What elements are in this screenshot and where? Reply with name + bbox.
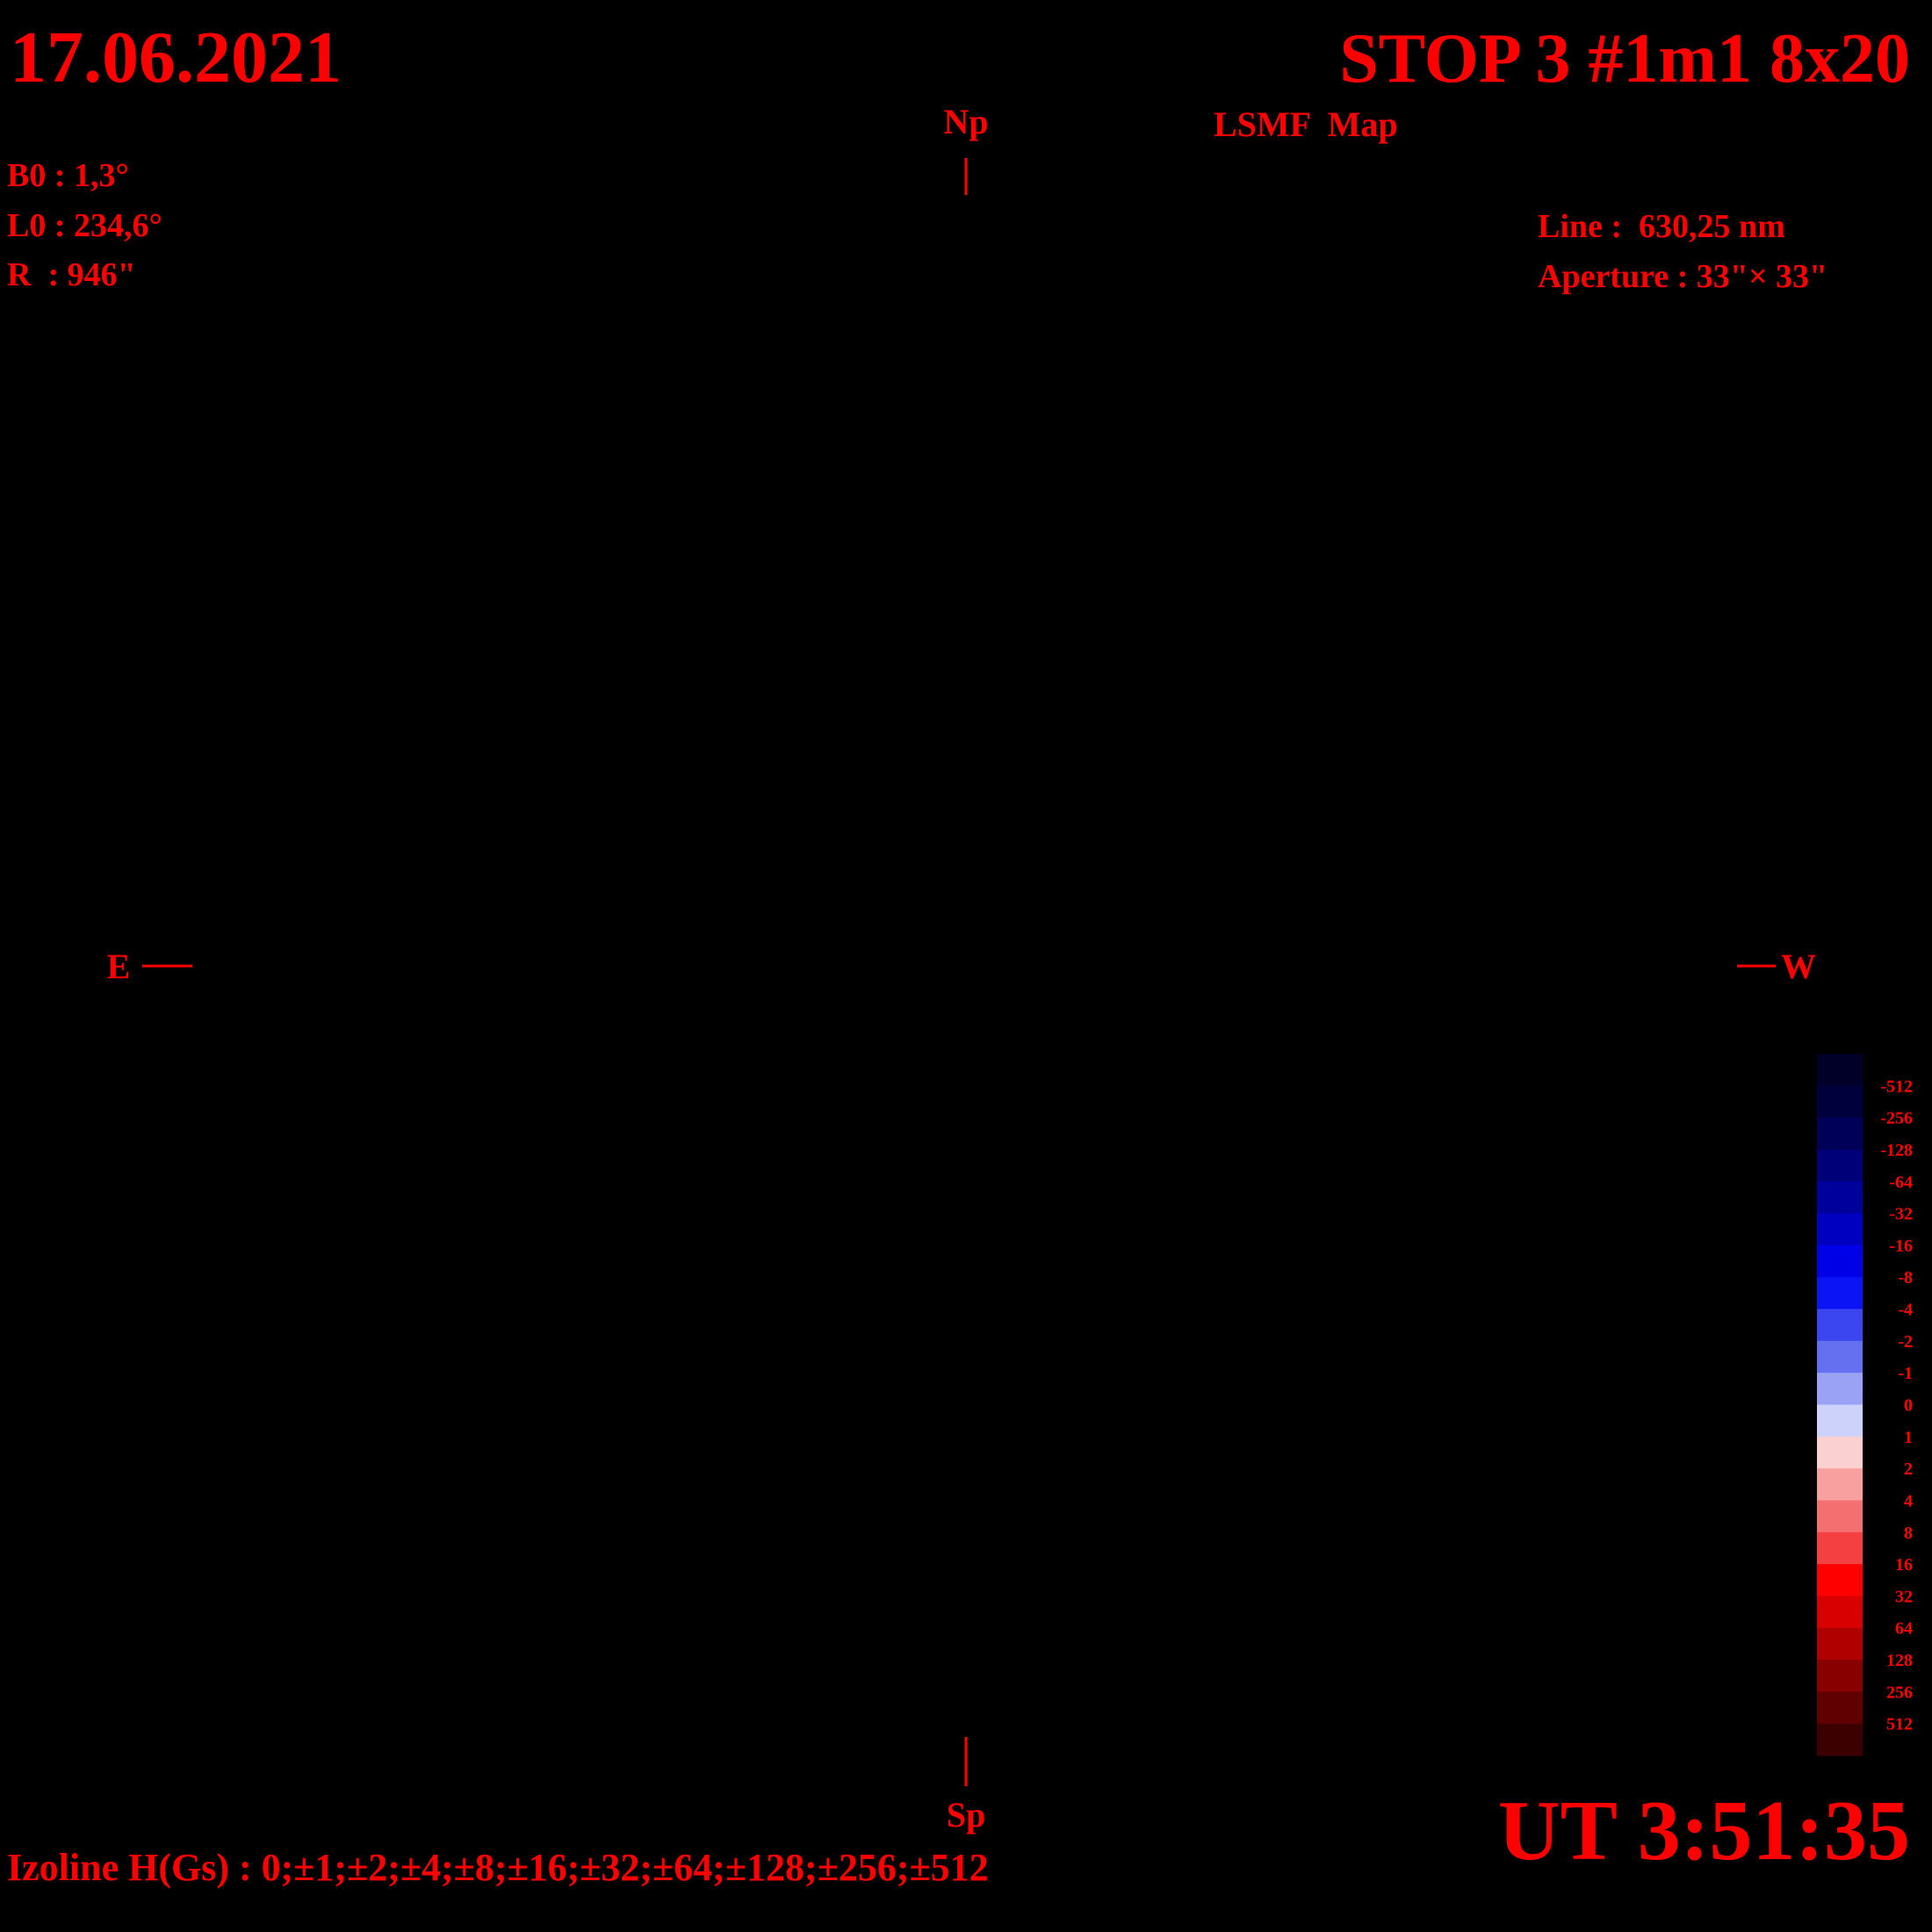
colorbar-segment [1817,1373,1863,1405]
direction-label: W [1781,947,1816,986]
colorbar-label: -4 [1898,1301,1913,1320]
colorbar-segment [1817,1085,1863,1119]
colorbar-label: -512 [1880,1077,1913,1096]
subtitle: LSMF Map [1214,105,1398,144]
colorbar-segment [1817,1596,1863,1629]
colorbar-label: 8 [1904,1524,1913,1543]
colorbar-segment [1817,1054,1863,1086]
date: 17.06.2021 [10,17,342,98]
colorbar-segment [1817,1340,1863,1373]
colorbar-segment [1817,1277,1863,1310]
colorbar-label: -256 [1880,1109,1913,1128]
instrument: Aperture : 33"× 33" [1538,258,1827,295]
colorbar-label: 16 [1895,1555,1913,1575]
colorbar-label: -16 [1889,1236,1913,1256]
footer: Izoline H(Gs) : 0;±1;±2;±4;±8;±16;±32;±6… [7,1846,989,1889]
direction-label: Np [943,102,988,141]
direction-label: E [107,947,131,986]
colorbar-segment [1817,1564,1863,1597]
colorbar-label: -2 [1898,1332,1913,1352]
colorbar-label: 64 [1895,1619,1913,1639]
colorbar-segment [1817,1660,1863,1692]
colorbar-label: 32 [1895,1587,1913,1606]
colorbar-segment [1817,1149,1863,1182]
colorbar-segment [1817,1627,1863,1661]
colorbar-label: 2 [1904,1460,1913,1479]
direction-label: Sp [947,1795,986,1835]
title: STOP 3 #1m1 8x20 [1339,20,1910,97]
colorbar-segment [1817,1723,1863,1756]
colorbar-segment [1817,1436,1863,1469]
colorbar-segment [1817,1244,1863,1278]
colorbar-label: -32 [1889,1205,1913,1224]
colorbar-label: -1 [1898,1364,1913,1383]
colorbar-label: -64 [1889,1172,1913,1192]
colorbar-label: 256 [1886,1683,1913,1702]
colorbar-segment [1817,1691,1863,1725]
colorbar-label: 0 [1904,1396,1913,1416]
colorbar-segment [1817,1500,1863,1533]
colorbar-segment [1817,1181,1863,1215]
parameter: B0 : 1,3° [7,157,129,194]
colorbar-label: -128 [1880,1141,1913,1160]
colorbar-segment [1817,1468,1863,1501]
colorbar-label: -8 [1898,1268,1913,1287]
colorbar: -512 -256 -128 -64 -32 -16 -8 -4 -2 -1 0 1 2 4 8 16 32 64… [1817,1054,1913,1756]
colorbar-segment [1817,1308,1863,1342]
instrument: Line : 630,25 nm [1538,208,1785,245]
time: UT 3:51:35 [1498,1784,1910,1878]
colorbar-segment [1817,1532,1863,1565]
colorbar-label: 128 [1886,1651,1913,1670]
colorbar-label: 512 [1886,1715,1913,1734]
colorbar-label: 1 [1904,1428,1913,1447]
colorbar-label: 4 [1904,1491,1913,1510]
parameter: L0 : 234,6° [7,207,162,244]
parameter: R : 946" [7,256,136,293]
colorbar-segment [1817,1404,1863,1438]
colorbar-segment [1817,1213,1863,1246]
colorbar-segment [1817,1117,1863,1150]
